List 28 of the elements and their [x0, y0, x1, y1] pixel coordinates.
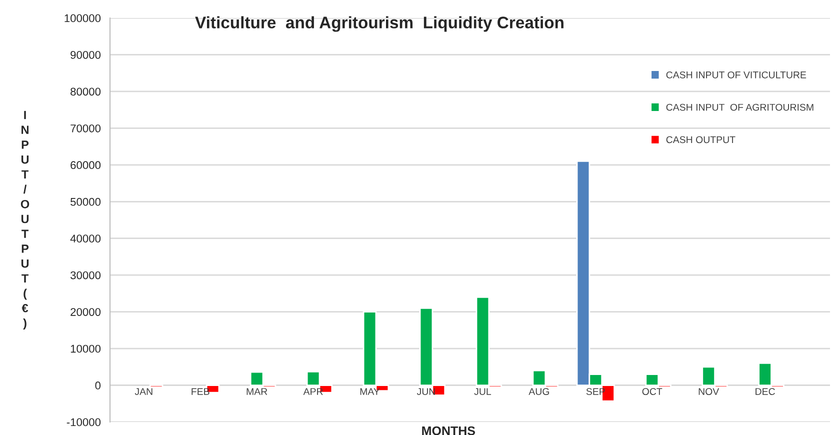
x-axis-title: MONTHS: [422, 426, 475, 435]
y-tick-label: 10000: [70, 344, 101, 353]
y-tick-label: 70000: [70, 124, 101, 132]
legend-label: CASH INPUT OF VITICULTURE: [666, 71, 806, 78]
y-tick-label: 100000: [64, 14, 101, 22]
x-tick-label: OCT: [642, 388, 662, 395]
y-tick-label: 20000: [70, 308, 101, 316]
x-tick-label: JUL: [474, 388, 492, 395]
y-tick-label: 50000: [70, 198, 101, 206]
x-tick-label: FEB: [192, 388, 210, 395]
x-tick-label: JAN: [134, 388, 152, 395]
y-tick-label: 80000: [70, 88, 101, 96]
y-tick-label: 60000: [70, 161, 101, 170]
x-tick-label: DEC: [756, 388, 775, 395]
x-tick-label: NOV: [698, 388, 720, 395]
y-tick-label: 30000: [70, 271, 101, 280]
y-tick-label: 90000: [70, 50, 101, 59]
x-tick-label: MAY: [360, 388, 380, 395]
chart-title: Viticulture and Agritourism Liquidity Creation: [195, 16, 564, 32]
x-tick-label: AUG: [528, 388, 549, 395]
x-tick-label: MAR: [246, 388, 268, 395]
y-tick-label: 40000: [70, 234, 101, 242]
y-tick-label: -10000: [66, 418, 101, 426]
text: INPUT/OUTPUT(€): [20, 110, 30, 330]
x-tick-label: APR: [303, 388, 323, 395]
legend-label: CASH INPUT OF AGRITOURISM: [666, 104, 814, 111]
legend-label: CASH OUTPUT: [666, 136, 736, 144]
y-tick-label: 0: [95, 382, 101, 390]
